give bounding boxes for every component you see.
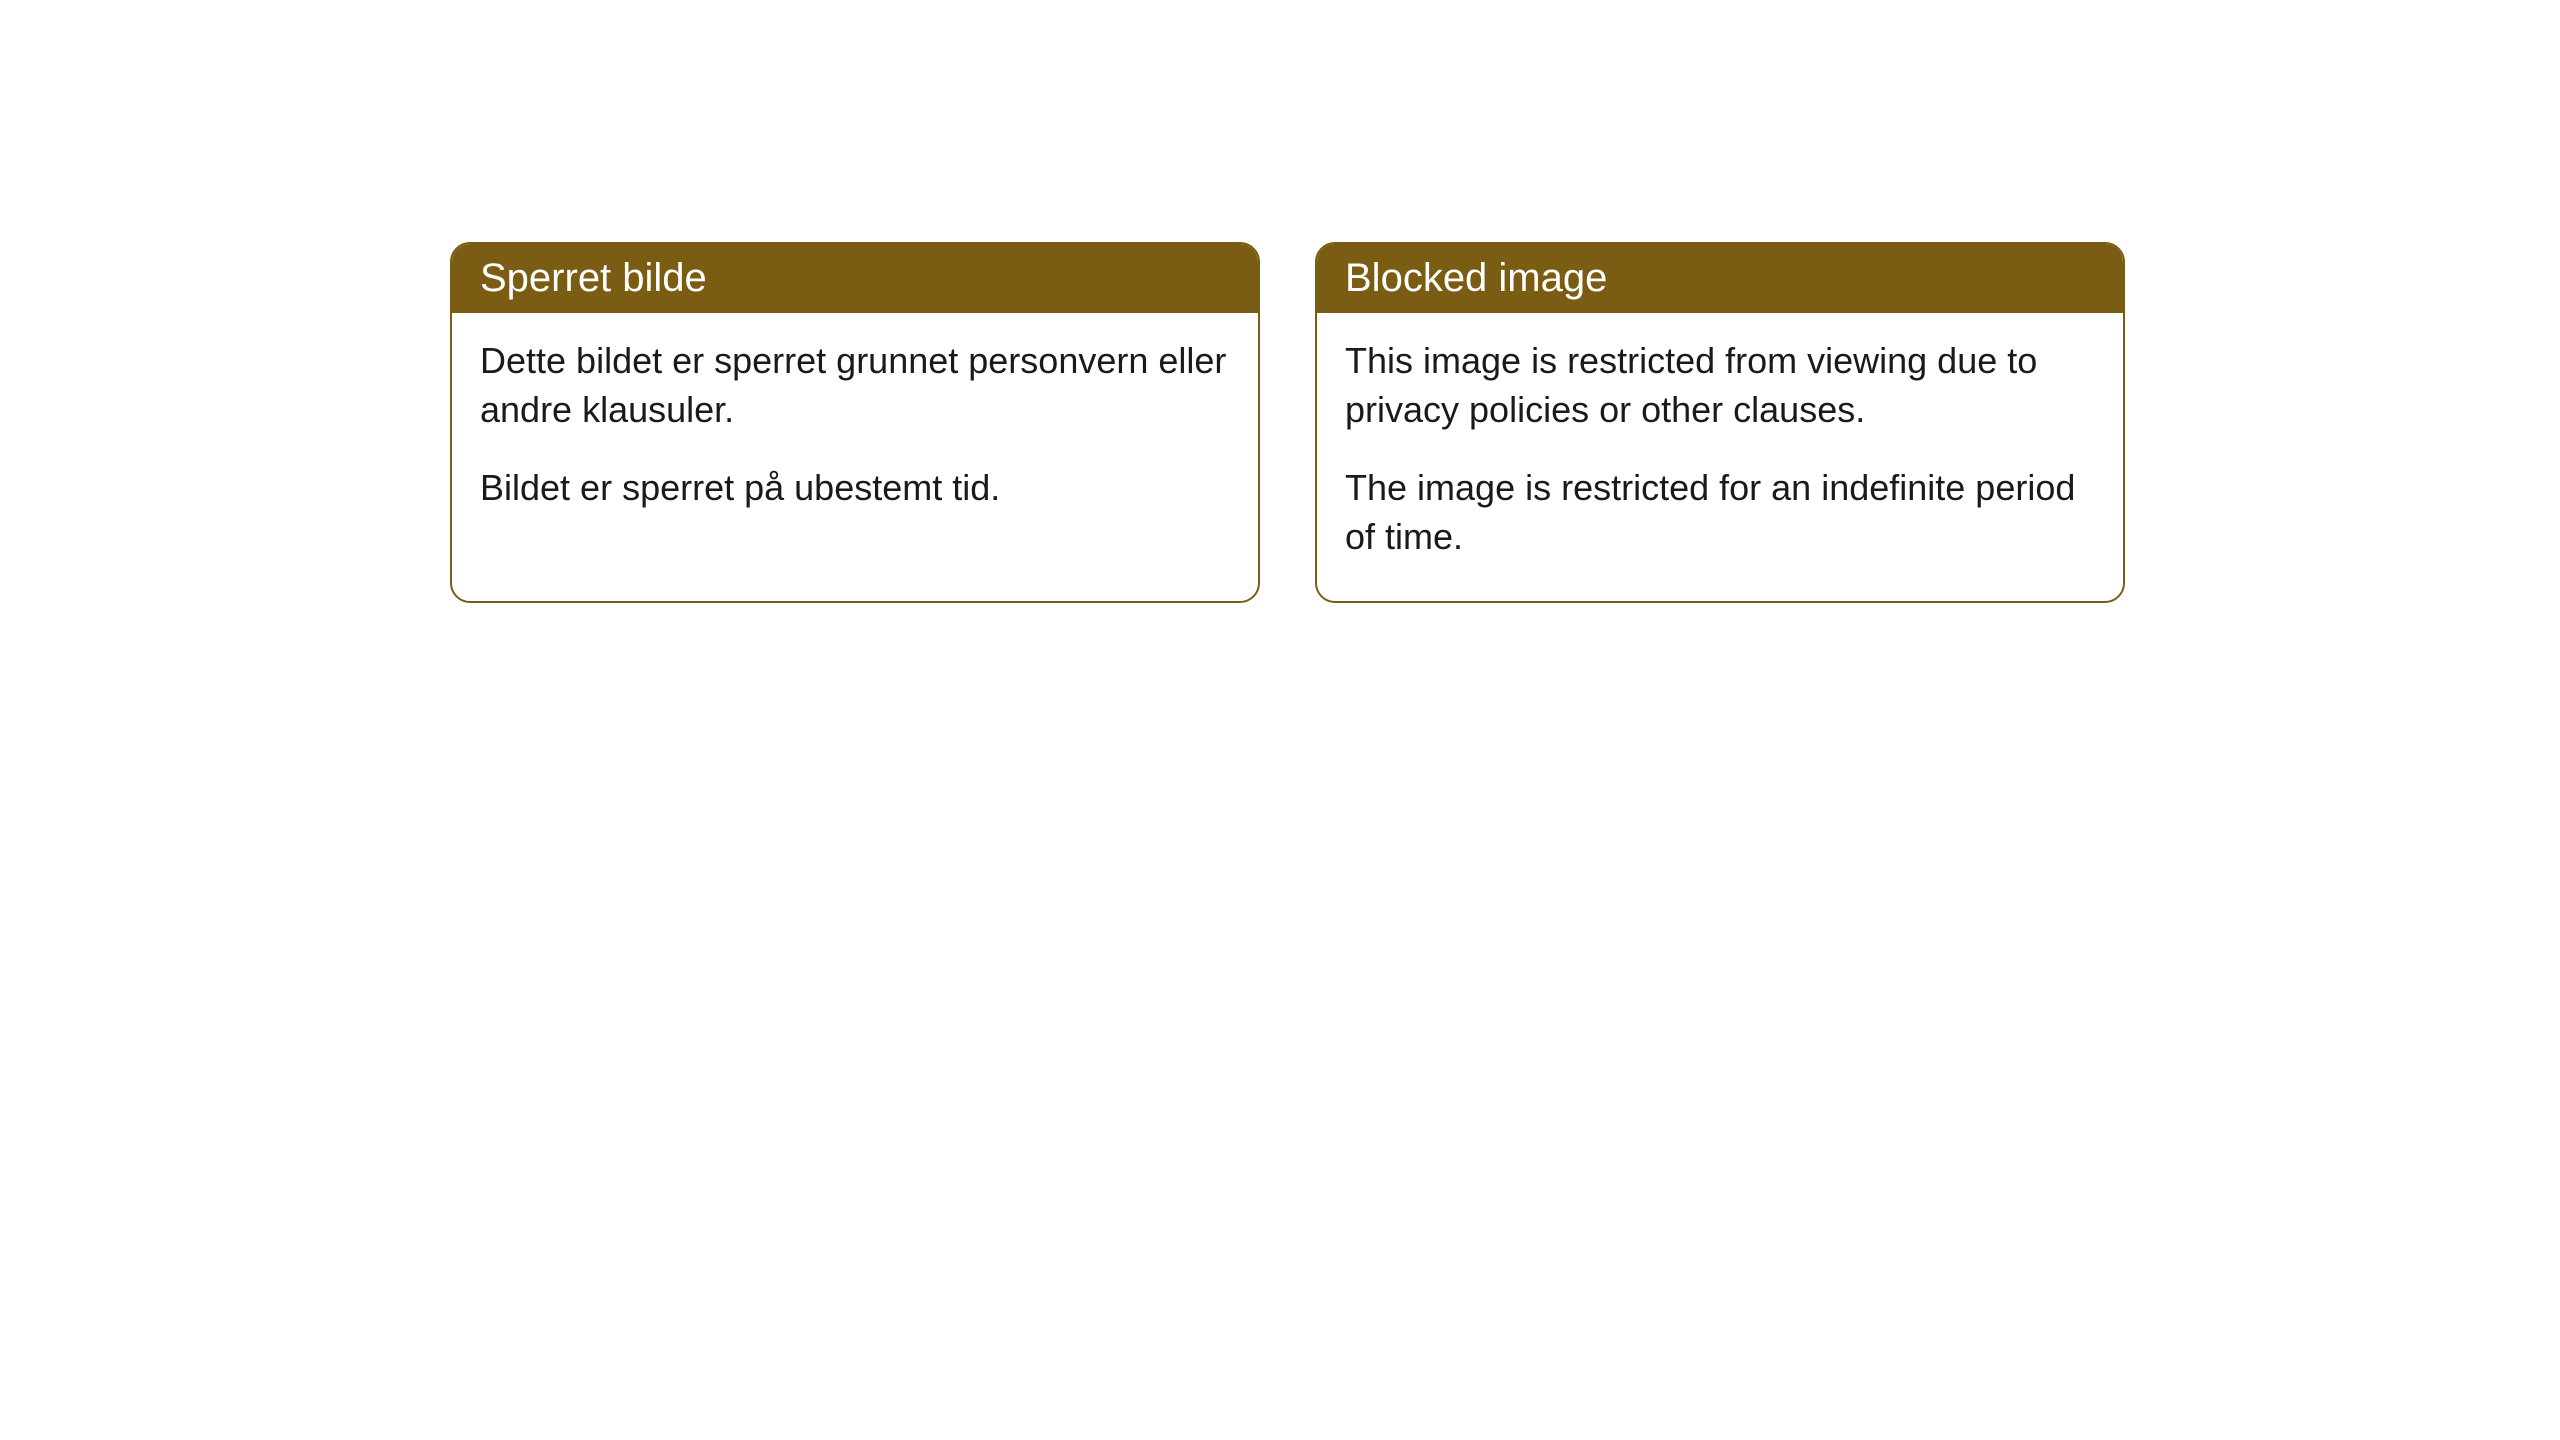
- english-card-body: This image is restricted from viewing du…: [1317, 313, 2123, 601]
- norwegian-card-title: Sperret bilde: [452, 244, 1258, 313]
- norwegian-notice-card: Sperret bilde Dette bildet er sperret gr…: [450, 242, 1260, 603]
- norwegian-card-body: Dette bildet er sperret grunnet personve…: [452, 313, 1258, 553]
- english-card-title: Blocked image: [1317, 244, 2123, 313]
- norwegian-paragraph-1: Dette bildet er sperret grunnet personve…: [480, 337, 1230, 434]
- english-notice-card: Blocked image This image is restricted f…: [1315, 242, 2125, 603]
- norwegian-paragraph-2: Bildet er sperret på ubestemt tid.: [480, 464, 1230, 513]
- notice-card-container: Sperret bilde Dette bildet er sperret gr…: [450, 242, 2125, 603]
- english-paragraph-2: The image is restricted for an indefinit…: [1345, 464, 2095, 561]
- english-paragraph-1: This image is restricted from viewing du…: [1345, 337, 2095, 434]
